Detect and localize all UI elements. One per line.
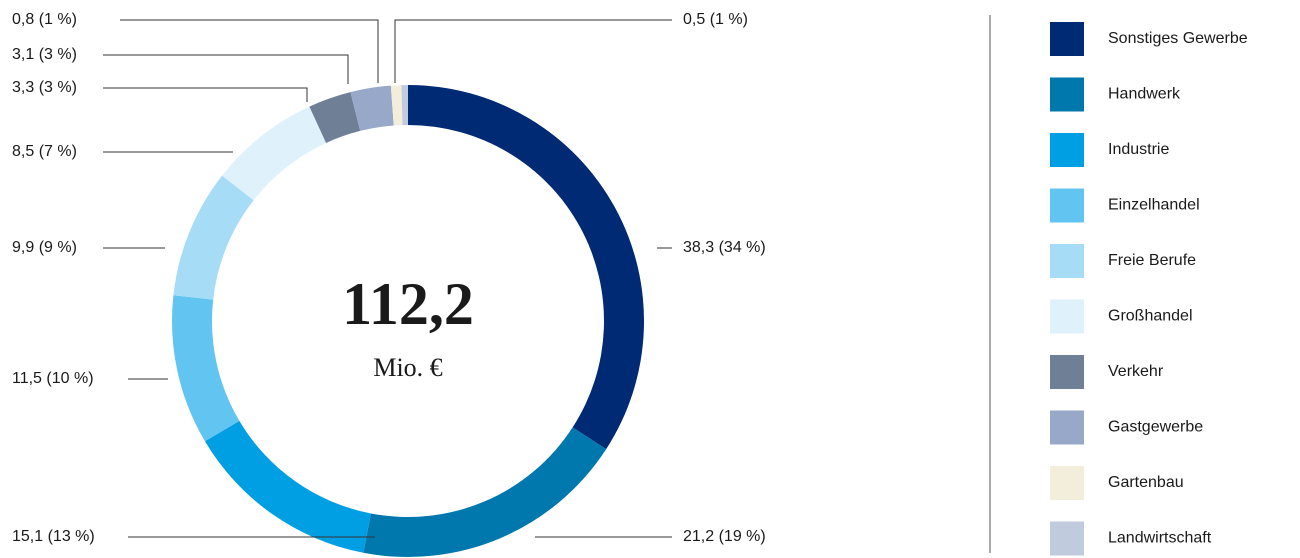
legend-swatch	[1050, 466, 1084, 500]
legend-swatch	[1050, 410, 1084, 445]
legend-label: Verkehr	[1108, 363, 1164, 380]
data-label: 8,5 (7 %)	[12, 143, 77, 160]
legend-label: Sonstiges Gewerbe	[1108, 30, 1248, 47]
center-total: 112,2	[342, 271, 474, 337]
donut-segment	[401, 85, 408, 126]
legend-label: Freie Berufe	[1108, 252, 1196, 269]
donut-segment	[173, 175, 254, 300]
donut-segment	[408, 85, 644, 450]
center-unit: Mio. €	[373, 353, 442, 382]
data-label: 11,5 (10 %)	[12, 370, 94, 387]
legend-swatch	[1050, 188, 1084, 223]
data-label: 15,1 (13 %)	[12, 528, 95, 545]
donut-segment	[172, 295, 240, 442]
data-label: 3,3 (3 %)	[12, 79, 77, 96]
donut-segment	[363, 427, 607, 557]
donut-segment	[309, 92, 361, 143]
data-label: 38,3 (34 %)	[683, 239, 766, 256]
data-label: 0,8 (1 %)	[12, 11, 77, 28]
legend-label: Großhandel	[1108, 308, 1193, 325]
legend-label: Gartenbau	[1108, 474, 1184, 491]
legend-swatch	[1050, 22, 1084, 56]
legend-label: Einzelhandel	[1108, 197, 1200, 214]
legend-swatch	[1050, 521, 1084, 556]
legend-swatch	[1050, 77, 1084, 112]
legend-label: Gastgewerbe	[1108, 419, 1203, 436]
leader-line	[394, 19, 672, 83]
legend-swatch	[1050, 244, 1084, 278]
legend-label: Landwirtschaft	[1108, 530, 1212, 547]
leader-line	[120, 19, 379, 83]
legend-label: Industrie	[1108, 141, 1169, 158]
legend-swatch	[1050, 133, 1084, 167]
legend-swatch	[1050, 299, 1084, 334]
leader-line	[103, 54, 349, 84]
data-label: 3,1 (3 %)	[12, 46, 77, 63]
data-label: 0,5 (1 %)	[683, 11, 748, 28]
leader-line	[103, 87, 308, 102]
data-label: 21,2 (19 %)	[683, 528, 766, 545]
legend-label: Handwerk	[1108, 86, 1181, 103]
donut-segment	[390, 85, 403, 126]
donut-segment	[350, 85, 394, 131]
data-label: 9,9 (9 %)	[12, 239, 77, 256]
donut-segment	[204, 420, 371, 553]
legend-swatch	[1050, 355, 1084, 389]
donut-segment	[222, 106, 327, 201]
